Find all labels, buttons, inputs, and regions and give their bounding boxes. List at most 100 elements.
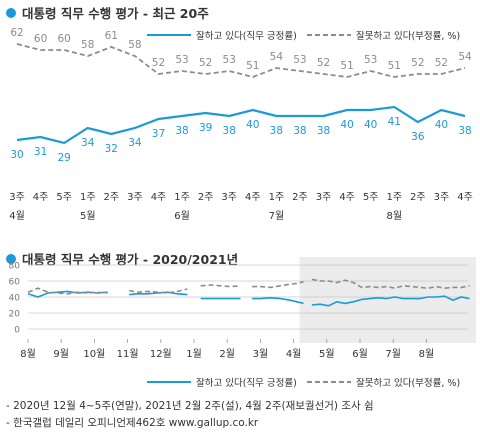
x-tick-label: 1주 bbox=[269, 192, 285, 203]
data-label: 51 bbox=[388, 60, 401, 72]
bullet-dot-icon bbox=[6, 253, 16, 264]
x-tick-label: 1주 bbox=[386, 192, 402, 203]
month-label: 7월 bbox=[269, 210, 285, 222]
data-label: 38 bbox=[175, 125, 188, 137]
data-label: 38 bbox=[270, 125, 283, 137]
data-label: 53 bbox=[364, 54, 377, 66]
x-tick-label: 3주 bbox=[434, 192, 450, 203]
x-tick-label: 8월 bbox=[20, 348, 36, 360]
x-tick-label: 4주 bbox=[339, 192, 355, 203]
data-label: 40 bbox=[435, 119, 448, 131]
x-tick-label: 7월 bbox=[385, 348, 401, 360]
x-tick-label: 2주 bbox=[198, 192, 214, 203]
month-label: 6월 bbox=[174, 210, 190, 222]
y-tick-label: 40 bbox=[9, 294, 21, 304]
series-line-0 bbox=[16, 105, 466, 145]
chart1-title-text: 대통령 직무 수행 평가 - 최근 20주 bbox=[22, 6, 209, 21]
x-tick-label: 3주 bbox=[127, 192, 143, 203]
chart1-title: 대통령 직무 수행 평가 - 최근 20주 bbox=[6, 3, 209, 22]
data-label: 52 bbox=[199, 57, 212, 69]
series-1-segment bbox=[252, 281, 304, 289]
data-label: 54 bbox=[270, 51, 284, 63]
data-label: 34 bbox=[128, 137, 142, 149]
data-label: 51 bbox=[246, 60, 259, 72]
data-label: 38 bbox=[223, 125, 236, 137]
x-tick-label: 3월 bbox=[253, 348, 269, 360]
bullet-dot-icon bbox=[6, 7, 16, 18]
series-0-segment bbox=[252, 296, 304, 305]
y-tick-label: 60 bbox=[9, 278, 21, 288]
data-label: 38 bbox=[317, 125, 330, 137]
data-label: 39 bbox=[199, 122, 212, 134]
data-label: 52 bbox=[435, 57, 448, 69]
month-label: 4월 bbox=[9, 210, 25, 222]
series-1-segment bbox=[129, 288, 188, 294]
legend-label-1: 잘못하고 있다(부정률, %) bbox=[356, 377, 460, 389]
data-label: 40 bbox=[364, 119, 377, 131]
month-label: 5월 bbox=[80, 210, 96, 222]
x-tick-label: 3주 bbox=[9, 192, 25, 203]
x-tick-label: 5주 bbox=[363, 192, 379, 203]
x-tick-label: 1주 bbox=[174, 192, 190, 203]
data-label: 40 bbox=[340, 119, 353, 131]
series-1-segment bbox=[200, 284, 241, 288]
data-label: 58 bbox=[81, 39, 94, 51]
x-tick-label: 5주 bbox=[56, 192, 72, 203]
x-tick-label: 3주 bbox=[316, 192, 332, 203]
x-tick-label: 6월 bbox=[352, 348, 368, 360]
chart2-title-text: 대통령 직무 수행 평가 - 2020/2021년 bbox=[22, 252, 239, 267]
period-2020-2021-chart: 0 20 40 60 80 8월 9월 10월 11월 12월 1월 2월 3월 4월 5월 6월 7월 8월잘하… bbox=[9, 257, 476, 389]
data-label: 52 bbox=[152, 57, 165, 69]
x-tick-label: 10월 bbox=[83, 348, 105, 360]
footnote-2: - 한국갤럽 데일리 오피니언제462호 www.gallup.co.kr bbox=[6, 417, 259, 429]
legend-label-0: 잘하고 있다(직무 긍정률) bbox=[196, 30, 297, 42]
x-tick-label: 4월 bbox=[286, 348, 302, 360]
data-label: 41 bbox=[388, 116, 401, 128]
x-tick-label: 9월 bbox=[53, 348, 69, 360]
data-label: 34 bbox=[81, 137, 95, 149]
data-label: 58 bbox=[128, 39, 141, 51]
x-tick-label: 4주 bbox=[33, 192, 49, 203]
x-tick-label: 1월 bbox=[186, 348, 202, 360]
series-1-segment bbox=[311, 278, 470, 290]
data-label: 40 bbox=[246, 119, 259, 131]
x-tick-label: 2주 bbox=[292, 192, 308, 203]
data-label: 31 bbox=[34, 146, 47, 158]
series-1-segment bbox=[27, 287, 108, 295]
x-tick-label: 1주 bbox=[80, 192, 96, 203]
x-tick-label: 8월 bbox=[419, 348, 435, 360]
series-0-segment bbox=[311, 295, 470, 307]
data-label: 36 bbox=[411, 131, 425, 143]
recent-highlight-band bbox=[299, 257, 476, 343]
data-label: 38 bbox=[458, 125, 471, 137]
footnote-1: - 2020년 12월 4~5주(연말), 2021년 2월 2주(설), 4월… bbox=[6, 400, 374, 412]
x-tick-label: 4주 bbox=[245, 192, 261, 203]
footnotes: - 2020년 12월 4~5주(연말), 2021년 2월 2주(설), 4월… bbox=[6, 398, 374, 432]
x-tick-label: 4주 bbox=[457, 192, 473, 203]
data-label: 30 bbox=[10, 149, 23, 161]
data-label: 37 bbox=[152, 128, 165, 140]
data-label: 54 bbox=[458, 51, 472, 63]
x-tick-label: 4주 bbox=[151, 192, 167, 203]
data-label: 60 bbox=[57, 33, 70, 45]
data-label: 53 bbox=[175, 54, 188, 66]
chart2-title: 대통령 직무 수행 평가 - 2020/2021년 bbox=[6, 249, 238, 268]
data-label: 61 bbox=[105, 30, 118, 42]
x-tick-label: 2주 bbox=[410, 192, 426, 203]
x-tick-label: 5월 bbox=[319, 348, 335, 360]
data-label: 29 bbox=[57, 152, 70, 164]
data-label: 62 bbox=[10, 27, 23, 39]
legend-label-1: 잘못하고 있다(부정률, %) bbox=[356, 30, 460, 42]
data-label: 51 bbox=[340, 60, 353, 72]
data-label: 53 bbox=[223, 54, 236, 66]
data-label: 32 bbox=[105, 143, 118, 155]
x-tick-label: 2주 bbox=[104, 192, 120, 203]
data-label: 52 bbox=[317, 57, 330, 69]
x-tick-label: 2월 bbox=[219, 348, 235, 360]
data-label: 53 bbox=[293, 54, 306, 66]
data-label: 38 bbox=[293, 125, 306, 137]
x-tick-label: 12월 bbox=[150, 348, 172, 360]
x-tick-label: 11월 bbox=[117, 348, 139, 360]
x-tick-label: 3주 bbox=[221, 192, 237, 203]
